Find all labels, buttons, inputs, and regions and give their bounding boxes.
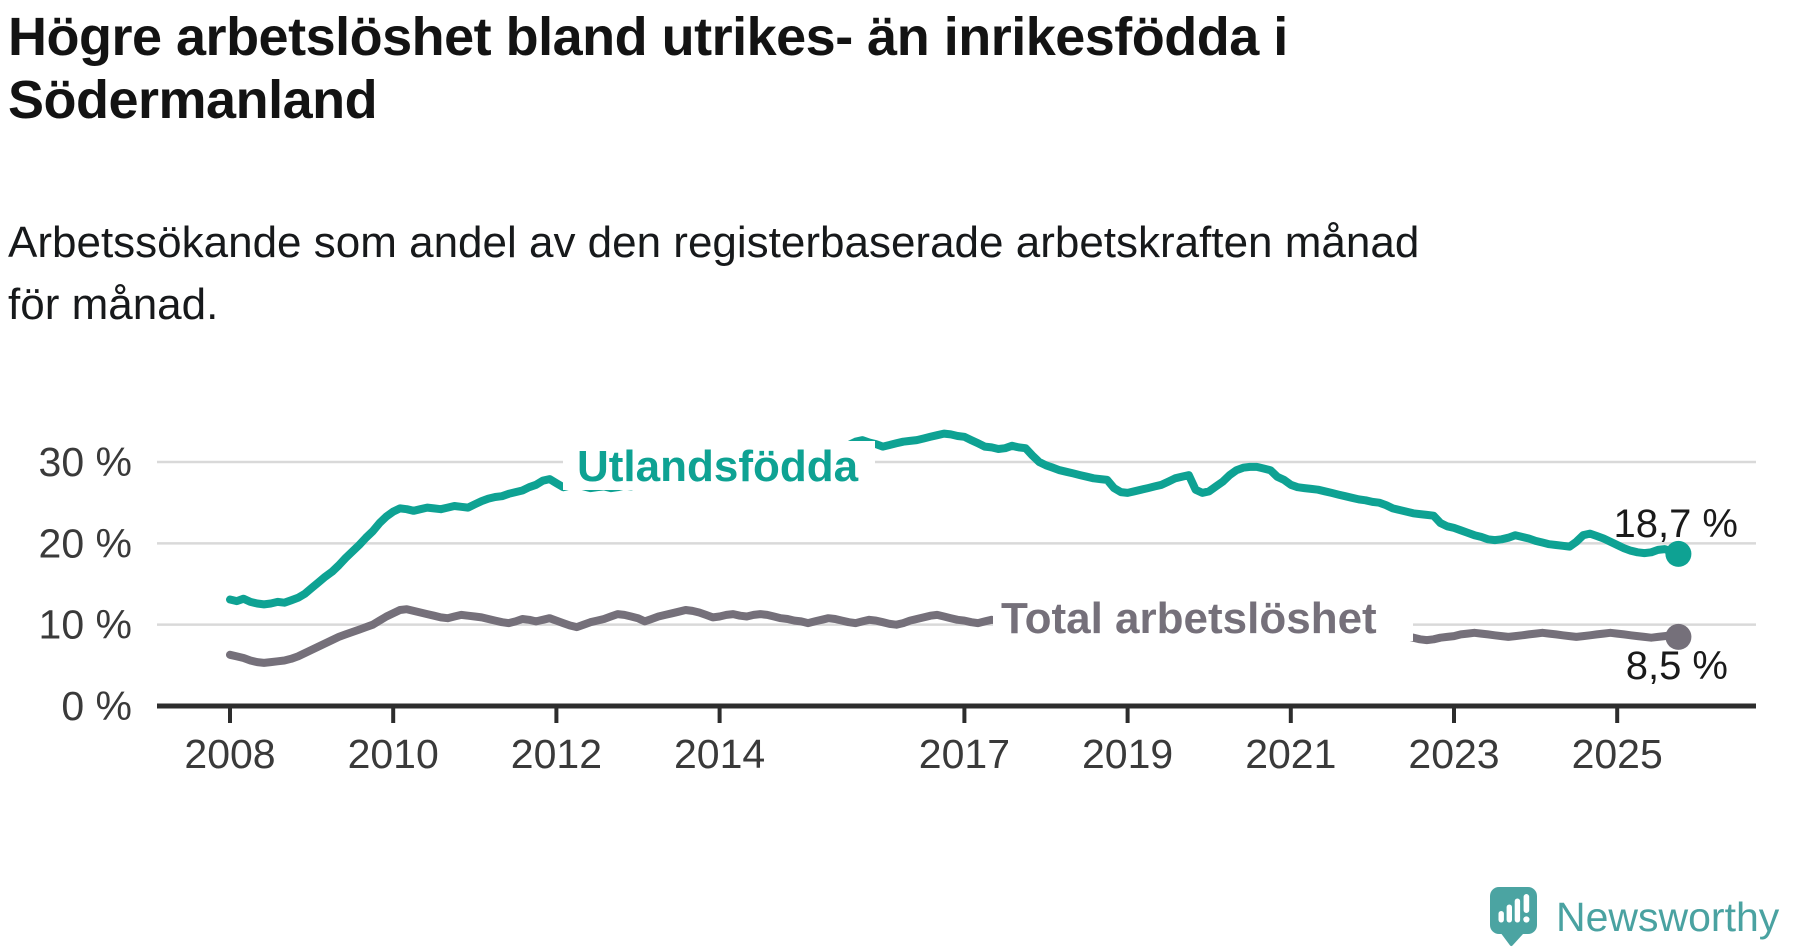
gridlines-layer [157, 460, 1756, 626]
y-tick-label-20: 20 % [39, 520, 132, 566]
series-end-dot-0 [1665, 540, 1692, 567]
y-tick-label-0: 0 % [61, 683, 132, 729]
total-label-bg [993, 594, 1413, 641]
logo-bar-2 [1506, 904, 1512, 923]
utlandsfodda-series-label-group: Utlandsfödda [563, 441, 875, 491]
y-tick-label-30: 30 % [39, 439, 132, 485]
series-layer [226, 429, 1692, 667]
newsworthy-logo: Newsworthy [1490, 887, 1780, 947]
utlandsfodda-end-value-label: 18,7 % [1613, 502, 1738, 546]
axis-layer: 0 % 10 % 20 % 30 % 2008 2010 2012 2014 2017 2019 2… [39, 439, 1756, 777]
utlandsfodda-label-bg [563, 441, 875, 490]
total-series-label-group: Total arbetslöshet [993, 594, 1413, 643]
x-tick-label-2012: 2012 [511, 731, 602, 777]
newsworthy-logo-text: Newsworthy [1556, 894, 1780, 940]
newsworthy-logo-icon [1490, 887, 1537, 947]
y-tick-label-10: 10 % [39, 602, 132, 648]
total-series-label: Total arbetslöshet [1001, 594, 1377, 643]
utlandsfodda-series-label: Utlandsfödda [577, 442, 859, 491]
x-tick-label-2025: 2025 [1572, 731, 1663, 777]
logo-exclamation-bar [1523, 894, 1530, 913]
page-title: Högre arbetslöshet bland utrikes- än inr… [8, 7, 1288, 131]
series-line-0 [226, 429, 1683, 609]
speech-bubble-icon [1490, 887, 1537, 947]
logo-exclamation-dot [1523, 916, 1530, 923]
x-tick-label-2023: 2023 [1408, 731, 1499, 777]
x-tick-label-2019: 2019 [1082, 731, 1173, 777]
logo-bar-3 [1514, 898, 1521, 923]
x-tick-label-2008: 2008 [184, 731, 275, 777]
x-tick-label-2014: 2014 [674, 731, 765, 777]
total-end-value-label: 8,5 % [1626, 644, 1728, 688]
series-line-1 [226, 603, 1683, 667]
x-tick-label-2021: 2021 [1245, 731, 1336, 777]
x-tick-label-2017: 2017 [919, 731, 1010, 777]
series-end-dot-1 [1665, 623, 1692, 650]
page-subtitle: Arbetssökande som andel av den registerb… [8, 218, 1420, 330]
x-tick-label-2010: 2010 [348, 731, 439, 777]
logo-bar-1 [1498, 911, 1504, 923]
